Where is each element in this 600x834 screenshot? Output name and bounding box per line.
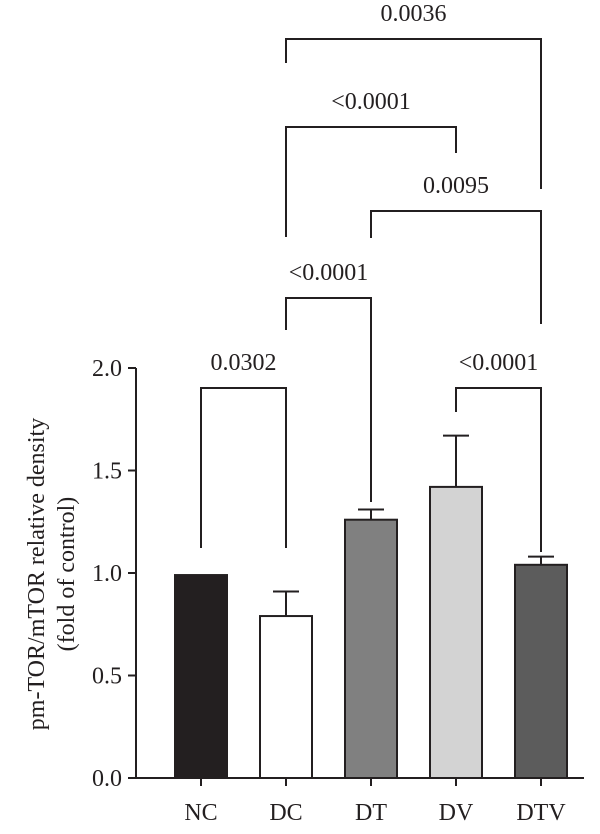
y-tick-label: 1.0 [92,561,122,587]
bar-dtv [514,563,568,779]
bar-dt [344,518,398,779]
y-axis-label-line2: (fold of control) [54,497,80,652]
p-value-label: 0.0302 [211,350,277,376]
x-tick-label-dv: DV [439,800,474,826]
p-value-label: 0.0095 [423,173,489,199]
p-value-label: 0.0036 [381,1,447,27]
comparison-brackets: 0.0302 <0.0001 <0.0001 0.0095 <0.0001 0.0036 [200,1,542,552]
x-tick-label-dc: DC [269,800,302,826]
x-tick-label-dt: DT [355,800,387,826]
bar-nc [174,574,228,779]
comparison-bracket [285,38,542,189]
p-value-label: <0.0001 [331,89,411,115]
bar-dv [429,485,483,779]
y-tick-label: 0.5 [92,664,122,690]
p-value-label: <0.0001 [289,260,369,286]
axes: 0.0 0.5 1.0 1.5 2.0 NC DC DT DV DTV [92,356,584,826]
comparison-bracket [200,387,287,548]
y-axis-label-line1: pm-TOR/mTOR relative density [24,418,50,730]
p-value-label: <0.0001 [459,350,539,376]
x-tick-label-nc: NC [184,800,217,826]
y-tick-label: 2.0 [92,356,122,382]
bar-dc [259,615,313,779]
x-tick-label-dtv: DTV [516,800,566,826]
y-tick-label: 1.5 [92,459,122,485]
y-axis-label: pm-TOR/mTOR relative density (fold of co… [24,418,80,730]
y-tick-label: 0.0 [92,766,122,792]
bars [174,434,568,779]
comparison-bracket [455,387,542,552]
comparison-bracket [285,126,457,237]
comparison-bracket [285,297,372,502]
comparison-bracket [370,210,542,324]
